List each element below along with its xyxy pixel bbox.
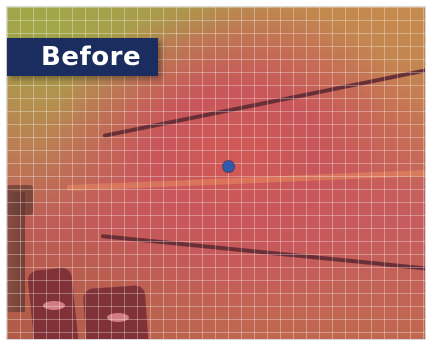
before-label: Before [7, 38, 158, 76]
wall-rail-lower [100, 234, 425, 272]
marker-dot[interactable] [223, 161, 234, 172]
lamp-stem [7, 192, 25, 312]
chair-slot-right [107, 313, 129, 322]
chair-slot-left [43, 301, 65, 310]
wall-rail-upper [102, 66, 425, 138]
light-streak [66, 169, 425, 191]
